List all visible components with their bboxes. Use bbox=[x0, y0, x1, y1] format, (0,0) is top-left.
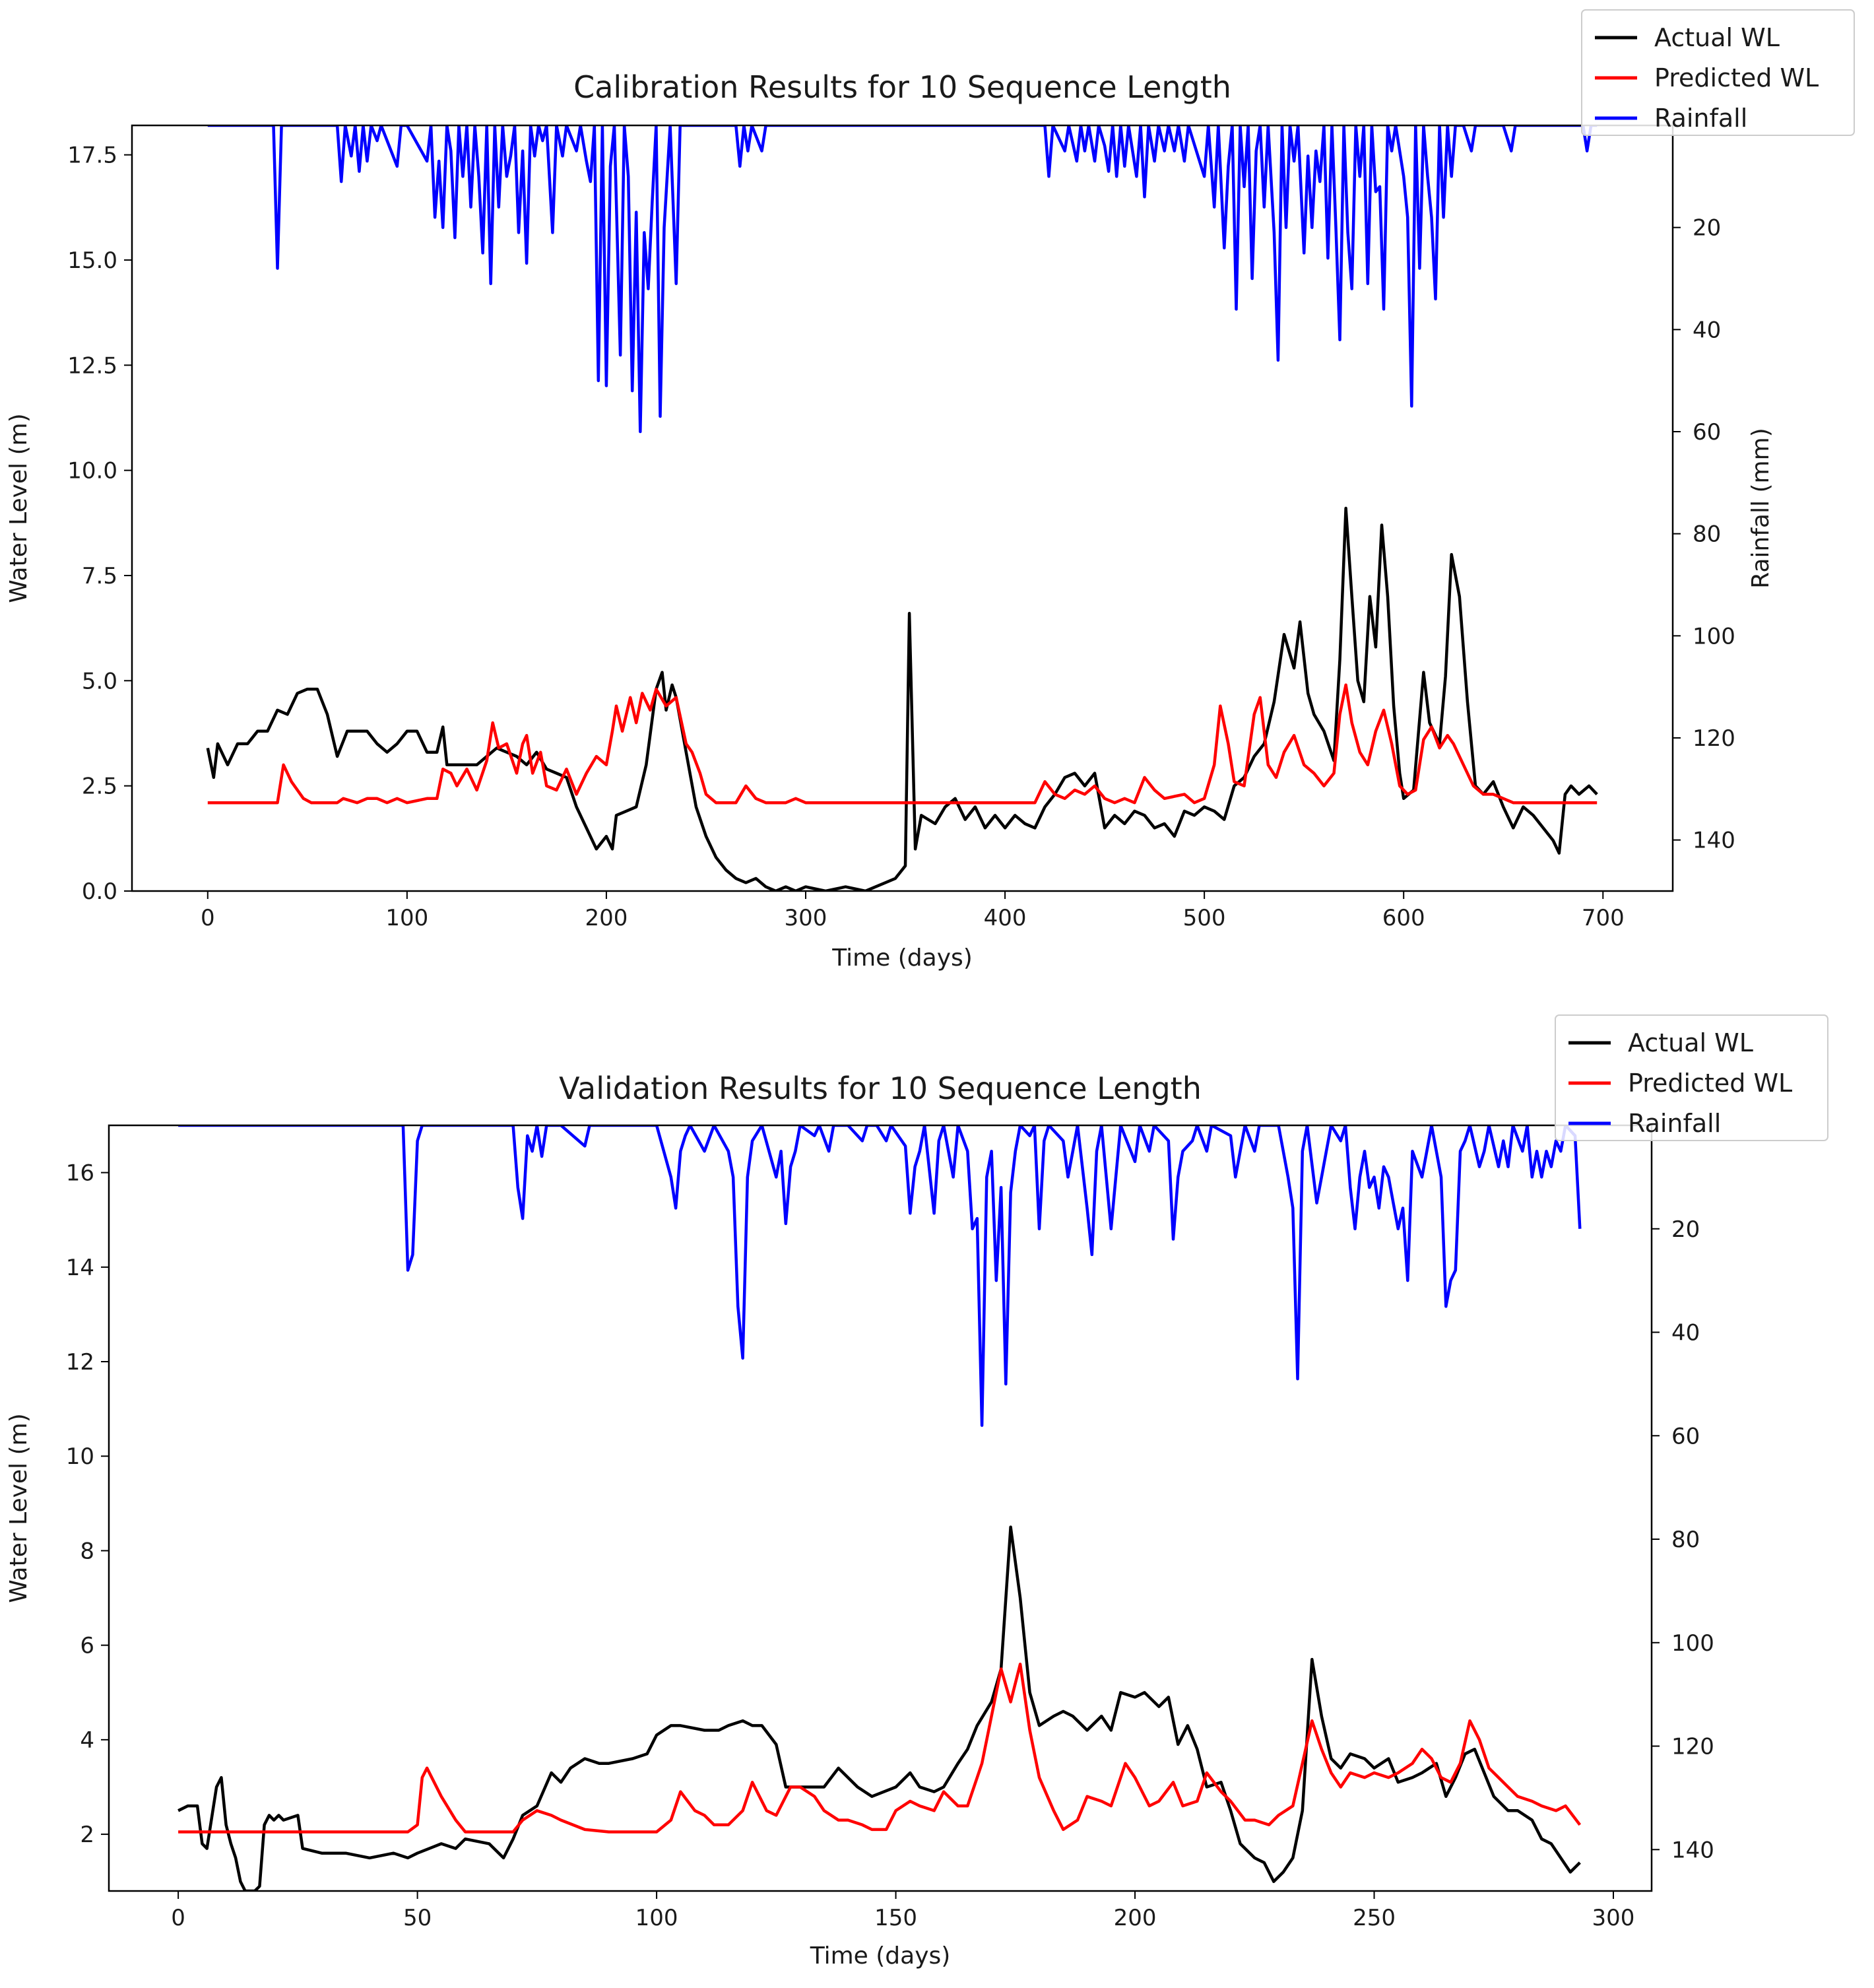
validation-y-tick-label: 6 bbox=[80, 1633, 94, 1659]
calibration-plot-frame bbox=[131, 124, 1674, 892]
calibration-x-tick-label: 100 bbox=[385, 905, 428, 931]
calibration-x-tick-label: 200 bbox=[585, 905, 628, 931]
validation-x-tick-label: 50 bbox=[403, 1905, 432, 1931]
calibration-x-tick-label: 600 bbox=[1382, 905, 1425, 931]
calibration-y-tick-label: 10.0 bbox=[67, 458, 117, 484]
calibration-x-tick-label: 500 bbox=[1183, 905, 1226, 931]
validation-y-tick-label: 10 bbox=[66, 1443, 94, 1470]
validation-y2-tick-label: 40 bbox=[1671, 1320, 1700, 1346]
calibration-y-tick-label: 17.5 bbox=[67, 143, 117, 169]
calibration-y-tick-label: 0.0 bbox=[82, 878, 117, 905]
validation-y-tick-label: 12 bbox=[66, 1349, 94, 1375]
calibration-legend-box bbox=[1581, 9, 1855, 136]
calibration-y2-tick-label: 60 bbox=[1693, 419, 1721, 446]
calibration-series-rainfall bbox=[207, 125, 1598, 434]
validation-x-tick-label: 300 bbox=[1592, 1905, 1635, 1931]
calibration-chart-title: Calibration Results for 10 Sequence Leng… bbox=[573, 69, 1231, 105]
calibration-x-tick-label: 0 bbox=[201, 905, 215, 931]
validation-y-tick-label: 14 bbox=[66, 1255, 94, 1281]
calibration-y2-tick-label: 120 bbox=[1693, 725, 1735, 752]
calibration-chart: 0 100 200 300 400 500 600 700 0.0 2.5 5.0 7.5 10.0 12… bbox=[5, 9, 1855, 972]
validation-y-axis-label: Water Level (m) bbox=[5, 1413, 32, 1603]
calibration-y-tick-label: 15.0 bbox=[67, 248, 117, 274]
calibration-y-tick-label: 12.5 bbox=[67, 352, 117, 379]
validation-y2-tick-label: 80 bbox=[1671, 1527, 1700, 1553]
calibration-y-axis-label: Water Level (m) bbox=[5, 413, 32, 603]
validation-y2-tick-label: 60 bbox=[1671, 1423, 1700, 1449]
validation-x-tick-label: 150 bbox=[874, 1905, 917, 1931]
validation-legend-label: Predicted WL bbox=[1628, 1069, 1792, 1098]
validation-legend-label: Actual WL bbox=[1628, 1028, 1753, 1057]
validation-series-predicted-wl bbox=[178, 1663, 1582, 1834]
validation-y-tick-label: 8 bbox=[80, 1538, 94, 1564]
validation-x-tick-label: 100 bbox=[635, 1905, 678, 1931]
validation-series-actual-wl bbox=[178, 1525, 1581, 1891]
validation-plot-frame bbox=[108, 1124, 1653, 1892]
calibration-y-tick-label: 5.0 bbox=[82, 668, 117, 694]
validation-legend-box bbox=[1555, 1014, 1828, 1141]
calibration-x-tick-label: 700 bbox=[1582, 905, 1625, 931]
calibration-y-tick-label: 7.5 bbox=[82, 563, 117, 589]
validation-y2-tick-label: 20 bbox=[1671, 1216, 1700, 1243]
validation-series-rainfall bbox=[178, 1125, 1582, 1427]
calibration-y2-tick-label: 100 bbox=[1693, 623, 1735, 649]
validation-y-tick-label: 4 bbox=[80, 1727, 94, 1754]
calibration-legend: Actual WL Predicted WL Rainfall bbox=[1581, 9, 1855, 136]
calibration-x-tick-label: 400 bbox=[984, 905, 1027, 931]
validation-x-tick-label: 250 bbox=[1353, 1905, 1396, 1931]
validation-chart-title: Validation Results for 10 Sequence Lengt… bbox=[559, 1071, 1202, 1106]
calibration-series-predicted-wl bbox=[207, 683, 1598, 805]
validation-x-tick-label: 200 bbox=[1114, 1905, 1157, 1931]
validation-legend-label: Rainfall bbox=[1628, 1109, 1721, 1138]
validation-y-tick-label: 16 bbox=[66, 1160, 94, 1187]
calibration-legend-label: Actual WL bbox=[1654, 23, 1780, 52]
validation-y2-tick-label: 120 bbox=[1671, 1734, 1714, 1760]
calibration-legend-label: Predicted WL bbox=[1654, 63, 1819, 92]
calibration-x-tick-label: 300 bbox=[785, 905, 827, 931]
calibration-x-axis-label: Time (days) bbox=[831, 944, 973, 972]
validation-legend: Actual WL Predicted WL Rainfall bbox=[1555, 1014, 1828, 1141]
calibration-y2-tick-label: 80 bbox=[1693, 521, 1721, 548]
validation-chart: 0 50 100 150 200 250 300 2 4 6 8 10 12 14 16 20 40 60 80 10… bbox=[5, 1014, 1828, 1970]
calibration-y-tick-label: 2.5 bbox=[82, 774, 117, 800]
calibration-y2-tick-label: 20 bbox=[1693, 215, 1721, 242]
validation-x-tick-label: 0 bbox=[171, 1905, 185, 1931]
calibration-y2-axis-label: Rainfall (mm) bbox=[1747, 428, 1774, 589]
validation-y2-tick-label: 140 bbox=[1671, 1837, 1714, 1863]
calibration-y2-tick-label: 140 bbox=[1693, 828, 1735, 854]
calibration-y2-tick-label: 40 bbox=[1693, 317, 1721, 343]
calibration-series-actual-wl bbox=[206, 506, 1598, 891]
validation-x-axis-label: Time (days) bbox=[810, 1942, 951, 1970]
calibration-legend-label: Rainfall bbox=[1654, 104, 1747, 133]
validation-y-tick-label: 2 bbox=[80, 1822, 94, 1848]
validation-y2-tick-label: 100 bbox=[1671, 1630, 1714, 1657]
